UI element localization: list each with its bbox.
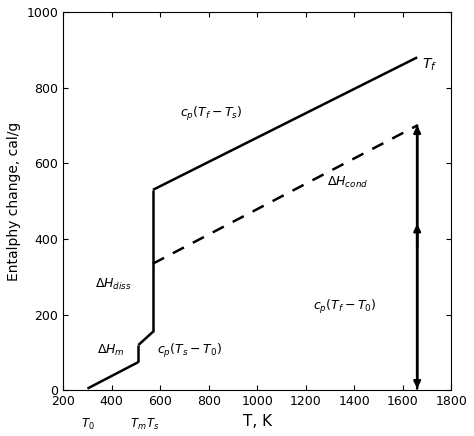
Text: $\Delta H_{cond}$: $\Delta H_{cond}$ (328, 175, 369, 190)
Text: $c_p(T_s-T_0)$: $c_p(T_s-T_0)$ (156, 342, 221, 360)
Text: $T_m$: $T_m$ (130, 417, 147, 432)
X-axis label: T, K: T, K (243, 414, 272, 429)
Text: $T_0$: $T_0$ (81, 417, 94, 432)
Text: $c_p(T_f-T_0)$: $c_p(T_f-T_0)$ (313, 298, 376, 316)
Text: $T_s$: $T_s$ (146, 417, 160, 432)
Text: $c_p(T_f-T_s)$: $c_p(T_f-T_s)$ (180, 105, 242, 123)
Text: $\Delta H_m$: $\Delta H_m$ (97, 343, 125, 358)
Y-axis label: Entalphy change, cal/g: Entalphy change, cal/g (7, 122, 21, 281)
Text: $T_f$: $T_f$ (421, 57, 437, 73)
Text: $\Delta H_{diss}$: $\Delta H_{diss}$ (95, 277, 132, 292)
